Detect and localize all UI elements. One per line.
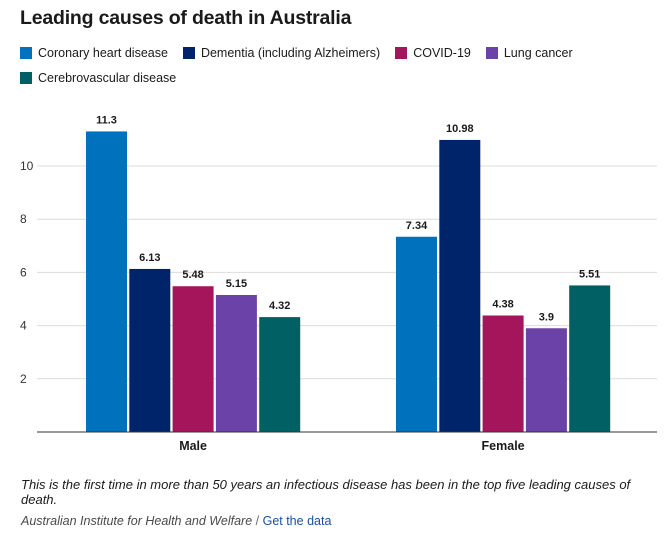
bar-chart: 2 4 6 8 10 11.3 6.13 5.48 5.15 4.32 Male 7.34 10.98 4…	[20, 114, 657, 453]
legend-row-2: Cerebrovascular disease	[20, 65, 650, 90]
bar-male-cerebrovascular-disease	[259, 317, 301, 432]
legend-row-1: Coronary heart disease Dementia (includi…	[20, 40, 650, 65]
y-tick-label-10: 10	[20, 159, 34, 173]
data-label-male-coronary-heart-disease: 11.3	[96, 114, 117, 126]
y-tick-label-8: 8	[20, 212, 27, 226]
legend-label-dementia: Dementia (including Alzheimers)	[200, 45, 381, 60]
legend-item-dementia: Dementia (including Alzheimers)	[182, 45, 381, 60]
legend-item-lung-cancer: Lung cancer	[485, 45, 573, 60]
y-tick-label-4: 4	[20, 319, 27, 333]
x-category-label-male: Male	[179, 439, 207, 453]
source-organisation: Australian Institute for Health and Welf…	[21, 514, 253, 528]
data-label-male-dementia-including-alzheimers: 6.13	[139, 252, 160, 264]
bar-female-covid-19	[482, 315, 524, 432]
footnote: This is the first time in more than 50 y…	[21, 477, 631, 507]
y-tick-label-2: 2	[20, 372, 27, 386]
bar-male-dementia-including-alzheimers	[129, 268, 171, 432]
data-label-female-covid-19: 4.38	[492, 298, 513, 310]
bar-female-dementia-including-alzheimers	[439, 139, 481, 432]
legend-swatch-lung	[485, 46, 498, 59]
data-label-male-covid-19: 5.48	[182, 269, 203, 281]
data-label-female-cerebrovascular-disease: 5.51	[579, 268, 600, 280]
legend-swatch-covid	[395, 46, 408, 59]
data-label-female-dementia-including-alzheimers: 10.98	[446, 123, 474, 135]
legend-item-cerebrovascular: Cerebrovascular disease	[20, 71, 176, 85]
legend-label-lung: Lung cancer	[503, 45, 573, 60]
legend: Coronary heart disease Dementia (includi…	[20, 40, 650, 90]
bar-female-lung-cancer	[525, 328, 567, 432]
legend-label-cerebrovascular: Cerebrovascular disease	[38, 70, 177, 85]
bar-female-coronary-heart-disease	[396, 236, 437, 432]
legend-swatch-cerebrovascular	[20, 71, 32, 84]
legend-item-coronary-heart-disease: Coronary heart disease	[20, 46, 168, 60]
source-line: Australian Institute for Health and Welf…	[21, 514, 331, 528]
data-label-female-coronary-heart-disease: 7.34	[406, 220, 428, 232]
x-category-label-female: Female	[482, 439, 525, 453]
bar-male-coronary-heart-disease	[86, 131, 127, 433]
bar-female-cerebrovascular-disease	[569, 285, 611, 432]
bar-male-covid-19	[172, 286, 214, 432]
source-separator: /	[255, 514, 260, 528]
data-label-male-lung-cancer: 5.15	[226, 278, 247, 290]
chart-title: Leading causes of death in Australia	[20, 7, 352, 29]
legend-label-covid: COVID-19	[413, 45, 471, 60]
y-tick-label-6: 6	[20, 265, 27, 279]
legend-swatch-dementia	[182, 46, 195, 59]
data-label-male-cerebrovascular-disease: 4.32	[269, 300, 290, 312]
bar-male-lung-cancer	[215, 295, 257, 432]
legend-item-covid: COVID-19	[395, 46, 471, 60]
data-label-female-lung-cancer: 3.9	[539, 311, 554, 323]
legend-swatch-coronary	[20, 46, 32, 59]
get-the-data-link[interactable]: Get the data	[262, 514, 332, 528]
legend-label-coronary: Coronary heart disease	[38, 45, 168, 60]
